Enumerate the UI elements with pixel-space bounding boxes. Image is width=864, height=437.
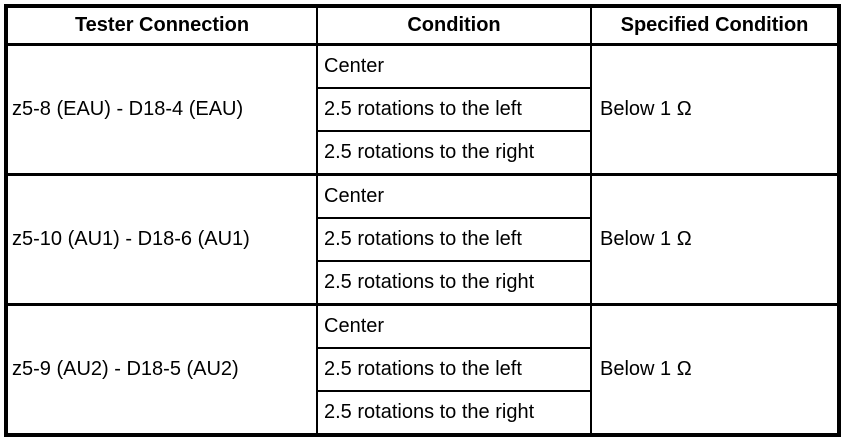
table-row: 2.5 rotations to the right (6, 390, 839, 436)
table-row: z5-10 (AU1) - D18-6 (AU1) Center Below 1… (5, 173, 840, 306)
tester-connection-cell: z5-10 (AU1) - D18-6 (AU1) (5, 173, 318, 306)
tester-connection-cell: z5-8 (EAU) - D18-4 (EAU) (5, 43, 318, 176)
specified-condition-cell: Below 1 Ω (590, 43, 840, 176)
table-row: 2.5 rotations to the right (6, 260, 839, 306)
condition-cell: 2.5 rotations to the left (316, 87, 592, 132)
table-row: 2.5 rotations to the left (6, 87, 839, 132)
table-row: 2.5 rotations to the right (6, 130, 839, 176)
specified-condition-cell: Below 1 Ω (590, 173, 840, 306)
condition-cell: Center (316, 173, 592, 219)
condition-cell: 2.5 rotations to the left (316, 217, 592, 262)
condition-cell: Center (316, 43, 592, 89)
specified-condition-table: Tester Connection Condition Specified Co… (4, 4, 841, 437)
table-row: 2.5 rotations to the left (6, 347, 839, 392)
header-row: Tester Connection Condition Specified Co… (5, 5, 840, 46)
condition-cell: Center (316, 303, 592, 349)
specified-condition-cell: Below 1 Ω (590, 303, 840, 436)
table-row: z5-9 (AU2) - D18-5 (AU2) Center Below 1 … (5, 303, 840, 436)
condition-cell: 2.5 rotations to the left (316, 347, 592, 392)
condition-cell: 2.5 rotations to the right (316, 260, 592, 306)
condition-cell: 2.5 rotations to the right (316, 130, 592, 176)
header-cell-tester-connection: Tester Connection (5, 5, 318, 46)
condition-cell: 2.5 rotations to the right (316, 390, 592, 436)
tester-connection-cell: z5-9 (AU2) - D18-5 (AU2) (5, 303, 318, 436)
header-cell-specified-condition: Specified Condition (590, 5, 840, 46)
table-row: z5-8 (EAU) - D18-4 (EAU) Center Below 1 … (5, 43, 840, 176)
header-cell-condition: Condition (316, 5, 592, 46)
table-row: 2.5 rotations to the left (6, 217, 839, 262)
